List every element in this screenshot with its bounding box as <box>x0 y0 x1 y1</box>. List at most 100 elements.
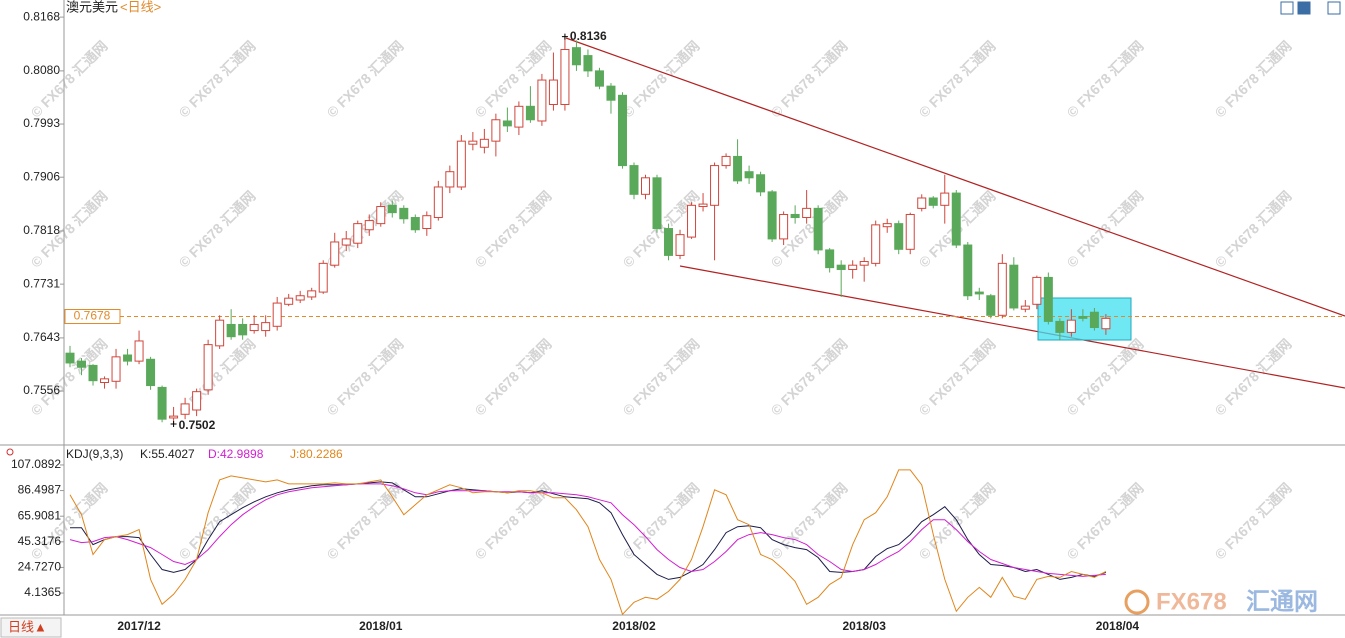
candle-body <box>629 165 639 195</box>
indicator-icon <box>6 448 14 456</box>
trend-line <box>565 37 1345 317</box>
candle-body <box>341 238 351 246</box>
logo-icon <box>1124 589 1150 615</box>
candle-body <box>1078 316 1088 319</box>
annotation-label: 0.7502 <box>179 418 216 432</box>
candle-body <box>514 105 524 128</box>
candle-body <box>1101 317 1111 330</box>
highlight-box <box>1037 297 1132 341</box>
candle-body <box>710 165 720 206</box>
candle-body <box>330 241 340 266</box>
icon[interactable] <box>1280 1 1294 15</box>
candle-body <box>664 228 674 256</box>
candle-body <box>192 391 202 411</box>
candle-body <box>617 94 627 167</box>
candle-body <box>1020 305 1030 310</box>
indicator-title: KDJ(9,3,3) <box>66 447 123 461</box>
legend-label: K:55.4027 <box>140 447 195 461</box>
candle-body <box>123 354 133 362</box>
period-title: <日线> <box>120 0 161 14</box>
candle-body <box>238 323 248 336</box>
candle-body <box>445 171 455 188</box>
candle-body <box>905 213 915 250</box>
candle-body <box>226 323 236 338</box>
candle-body <box>525 105 535 121</box>
period-button-label[interactable]: 日线▲ <box>8 619 47 634</box>
x-tick-label: 2018/03 <box>842 619 886 633</box>
annotation-marker <box>170 421 177 428</box>
y-tick-label: 65.9081 <box>18 508 62 522</box>
candle-body <box>88 364 98 382</box>
x-tick-label: 2018/02 <box>612 619 656 633</box>
logo-name: 汇通网 <box>1246 588 1318 615</box>
candle-body <box>652 177 662 230</box>
logo-brand: FX678 <box>1156 588 1227 615</box>
candle-body <box>1009 264 1019 309</box>
candle-body <box>399 207 409 220</box>
y-tick-label: 0.7906 <box>23 169 60 183</box>
candle-body <box>307 290 317 298</box>
candle-body <box>721 155 731 167</box>
candle-body <box>65 352 75 364</box>
current-price-box <box>64 309 121 325</box>
candle-body <box>261 322 271 332</box>
candle-body <box>387 204 397 214</box>
candle-body <box>284 297 294 305</box>
y-tick-label: 86.4987 <box>18 483 62 497</box>
candle-body <box>583 55 593 72</box>
candle-body <box>1066 319 1076 333</box>
candle-body <box>848 264 858 270</box>
candle-body <box>594 70 604 87</box>
candle-body <box>180 403 190 415</box>
candle-body <box>836 264 846 270</box>
annotation-marker <box>561 33 568 40</box>
candle-body <box>779 213 789 240</box>
icon[interactable] <box>1297 1 1311 15</box>
candle-body <box>733 155 743 182</box>
candle-body <box>100 378 110 384</box>
candle-body <box>641 177 650 195</box>
y-tick-label: 107.0892 <box>11 457 61 471</box>
marks: 0.8168 0.8080 0.7993 0.7906 0.7818 0.7731 0.76… <box>11 9 1345 633</box>
kdj-line <box>69 469 1107 616</box>
toolbar-icons[interactable] <box>1280 1 1341 15</box>
candle-body <box>675 234 685 256</box>
candle-body <box>928 197 938 206</box>
candle-body <box>917 197 927 209</box>
candle-body <box>1055 320 1065 333</box>
candle-body <box>537 79 547 122</box>
candle-body <box>77 360 87 368</box>
trend-line <box>679 265 1345 389</box>
x-tick-label: 2017/12 <box>117 619 161 633</box>
candle-body <box>687 204 697 238</box>
candle-body <box>698 203 708 208</box>
symbol-title: 澳元美元 <box>66 0 118 14</box>
candle-body <box>1043 276 1053 322</box>
y-tick-label: 0.7556 <box>23 383 60 397</box>
candle-body <box>422 215 432 230</box>
candle-body <box>871 224 881 264</box>
y-tick-label: 0.8168 <box>23 9 60 23</box>
candle-body <box>560 48 570 105</box>
candle-body <box>802 207 812 219</box>
kdj-line <box>69 483 1106 577</box>
legend-label: J:80.2286 <box>290 447 343 461</box>
candle-body <box>318 262 328 293</box>
candle-body <box>940 192 950 206</box>
candle-body <box>134 340 144 362</box>
candle-body <box>491 119 501 142</box>
icon[interactable] <box>1327 1 1341 15</box>
period-button[interactable] <box>0 617 62 638</box>
candle-body <box>882 223 892 228</box>
y-tick-label: 45.3176 <box>18 534 62 548</box>
candle-body <box>790 213 800 219</box>
candle-body <box>111 356 121 382</box>
candle-body <box>571 47 581 66</box>
candle-body <box>376 206 386 225</box>
candle-body <box>986 295 996 316</box>
y-tick-label: 0.8080 <box>23 63 60 77</box>
candle-body <box>813 207 823 251</box>
candle-body <box>295 295 305 301</box>
candle-body <box>479 138 489 148</box>
